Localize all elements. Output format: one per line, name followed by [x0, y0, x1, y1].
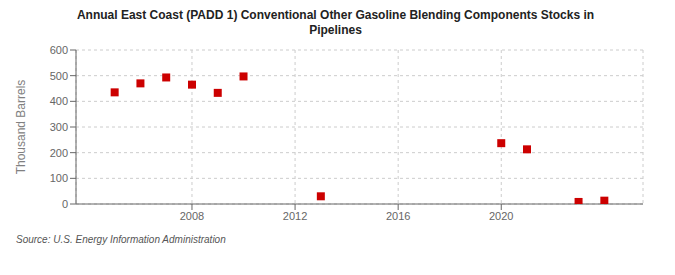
- svg-text:0: 0: [62, 198, 68, 210]
- svg-text:500: 500: [50, 70, 68, 82]
- svg-text:2012: 2012: [283, 210, 307, 222]
- svg-text:100: 100: [50, 172, 68, 184]
- svg-text:600: 600: [50, 44, 68, 56]
- svg-text:300: 300: [50, 121, 68, 133]
- svg-text:400: 400: [50, 95, 68, 107]
- svg-text:2016: 2016: [386, 210, 410, 222]
- svg-text:200: 200: [50, 147, 68, 159]
- html-text:Annual East Coast (PADD 1) Con: Annual East Coast (PADD 1) Conventional …: [76, 8, 595, 37]
- svg-text:2020: 2020: [489, 210, 513, 222]
- svg-text:2008: 2008: [180, 210, 204, 222]
- html-text:Source: U.S. Energy Informatio: Source: U.S. Energy Information Administ…: [16, 234, 226, 245]
- svg-text:Thousand Barrels: Thousand Barrels: [14, 80, 28, 175]
